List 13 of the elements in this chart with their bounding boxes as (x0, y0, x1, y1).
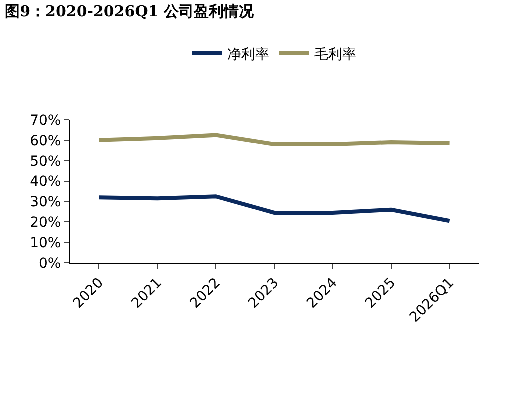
y-tick-label: 0% (38, 256, 62, 272)
chart-title: 图9：2020-2026Q1 公司盈利情况 (5, 2, 255, 21)
y-tick-label: 30% (30, 194, 62, 211)
y-tick-label: 70% (30, 112, 62, 129)
y-tick-label: 60% (30, 133, 62, 150)
y-tick-label: 20% (30, 215, 62, 232)
y-tick-label: 10% (30, 235, 62, 252)
line-series (97, 133, 452, 147)
legend-label: 净利率 (228, 47, 270, 64)
legend-label: 毛利率 (314, 47, 356, 64)
line-series (97, 194, 452, 224)
y-tick-label: 50% (30, 154, 62, 170)
y-tick-label: 40% (30, 174, 62, 190)
